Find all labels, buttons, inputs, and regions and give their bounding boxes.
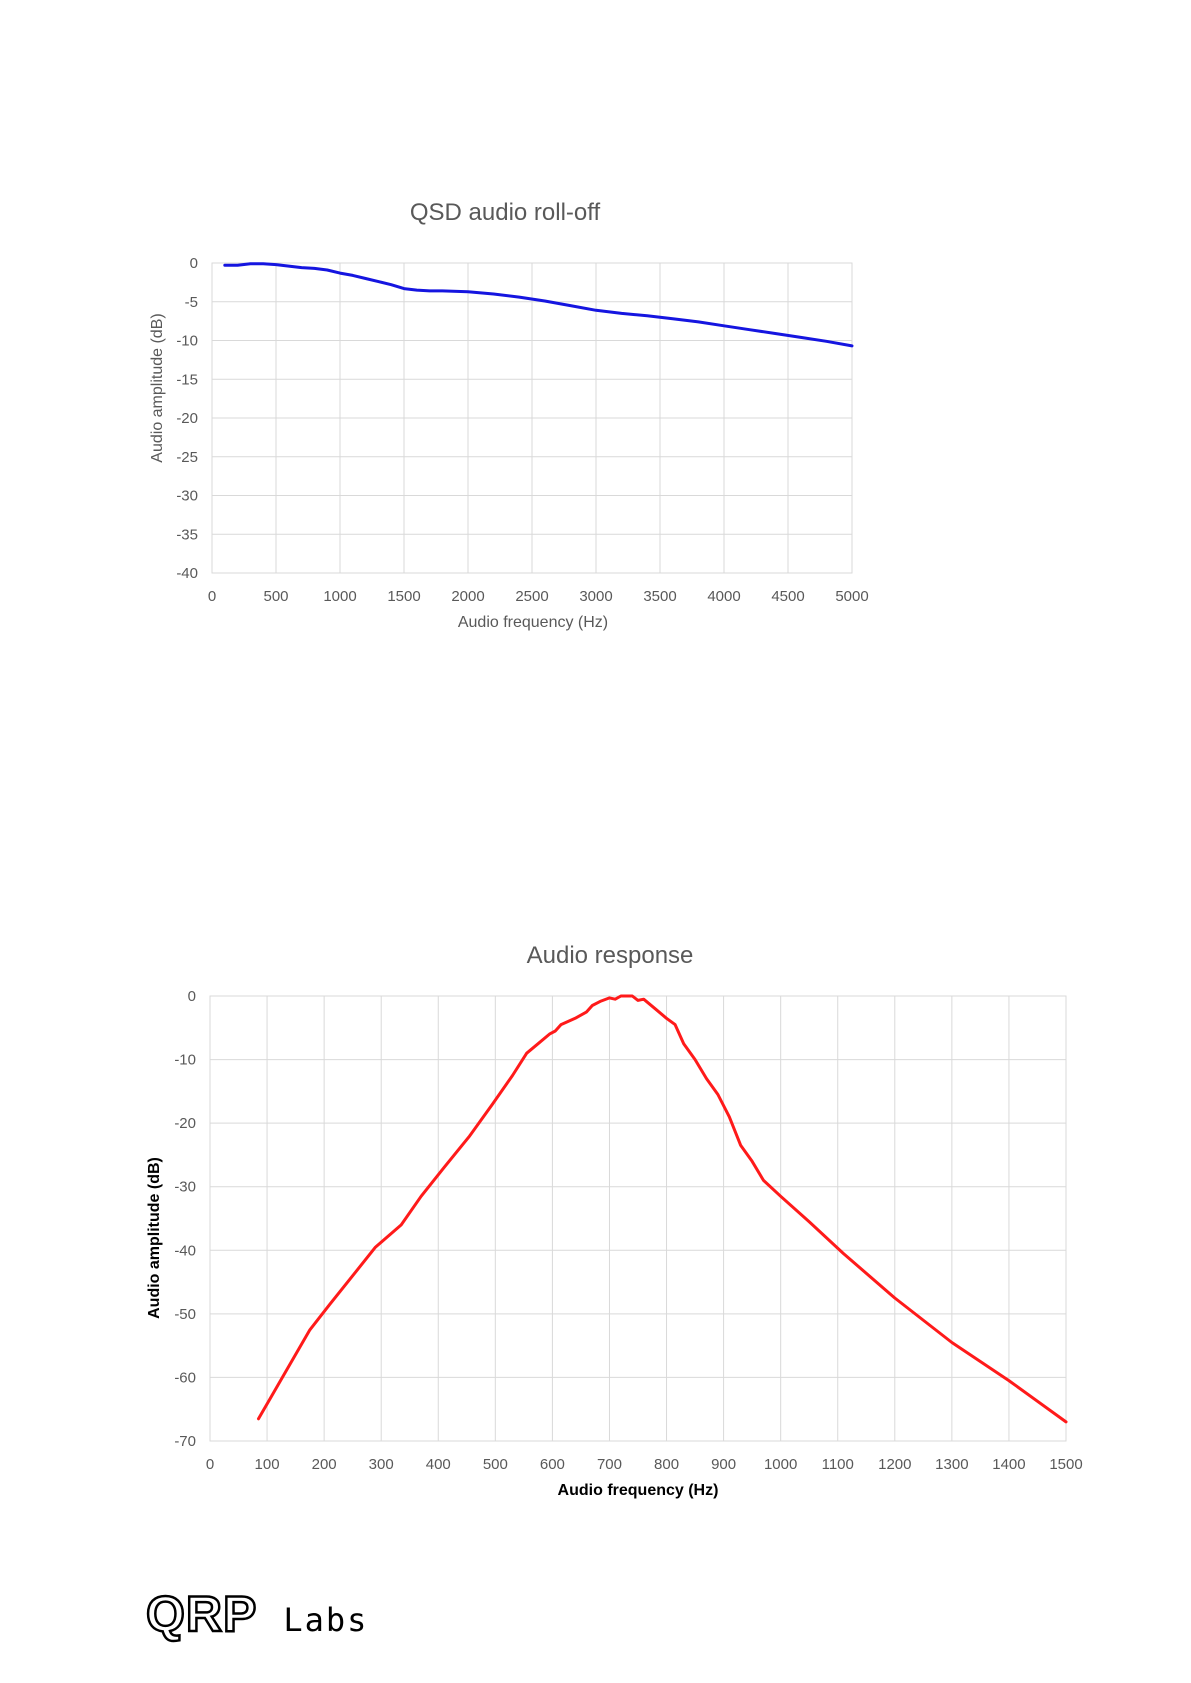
x-tick-label: 4500 [771,588,804,605]
y-tick-label: 0 [188,988,196,1005]
chart-qsd-audio-roll-off: QSD audio roll-off Audio frequency (Hz) … [149,199,869,631]
y-tick-label: -40 [176,565,198,582]
plot-area-frame [211,262,853,574]
x-tick-label: 400 [426,1456,451,1473]
x-tick-label: 1400 [992,1456,1025,1473]
y-tick-label: -20 [174,1115,196,1132]
gridlines [209,995,1067,1442]
tick-labels: 0 500 1000 1500 2000 2500 3000 3500 4000 4500 5000… [176,255,868,605]
x-tick-label: 1500 [1049,1456,1082,1473]
y-axis-label: Audio amplitude (dB) [149,313,166,462]
x-tick-label: 3500 [643,588,676,605]
x-tick-label: 200 [312,1456,337,1473]
x-tick-label: 2000 [451,588,484,605]
plot-area-frame [209,995,1067,1442]
logo-qrp-text: QRP [145,1586,258,1642]
x-axis-label: Audio frequency (Hz) [558,1482,719,1499]
x-tick-label: 500 [483,1456,508,1473]
qrp-labs-logo: QRP Labs [145,1586,369,1642]
y-tick-label: -60 [174,1369,196,1386]
y-tick-label: -15 [176,371,198,388]
chart-audio-response: Audio response Audio frequency (Hz) Audi… [146,942,1083,1499]
x-tick-label: 3000 [579,588,612,605]
chart-title: Audio response [527,942,694,969]
y-tick-label: -10 [174,1052,196,1069]
x-tick-label: 1200 [878,1456,911,1473]
x-tick-label: 0 [206,1456,214,1473]
y-tick-label: -40 [174,1242,196,1259]
x-tick-label: 900 [711,1456,736,1473]
x-tick-label: 600 [540,1456,565,1473]
series-line-0 [223,262,854,348]
tick-labels: 0 100 200 300 400 500 600 700 800 900 1000 1100 1200… [174,988,1082,1473]
x-tick-label: 700 [597,1456,622,1473]
x-axis-label: Audio frequency (Hz) [458,614,608,631]
y-tick-label: -30 [176,488,198,505]
x-tick-label: 100 [255,1456,280,1473]
y-tick-label: -10 [176,333,198,350]
x-tick-label: 1300 [935,1456,968,1473]
x-tick-label: 1100 [822,1456,854,1473]
logo-labs-text: Labs [283,1601,369,1639]
x-tick-label: 0 [208,588,216,605]
x-tick-label: 800 [654,1456,679,1473]
x-tick-label: 1500 [387,588,420,605]
x-tick-label: 5000 [835,588,868,605]
y-axis-label: Audio amplitude (dB) [146,1157,163,1319]
chart-title: QSD audio roll-off [410,199,601,226]
y-tick-label: -30 [174,1179,196,1196]
series-line-0 [257,994,1068,1424]
gridlines [211,262,853,574]
x-tick-label: 4000 [707,588,740,605]
y-tick-label: -20 [176,410,198,427]
x-tick-label: 1000 [764,1456,797,1473]
y-tick-label: -35 [176,526,198,543]
series-lines [257,994,1068,1424]
y-tick-label: -70 [174,1433,196,1450]
y-tick-label: 0 [190,255,198,272]
series-lines [223,262,854,348]
x-tick-label: 1000 [323,588,356,605]
x-tick-label: 2500 [515,588,548,605]
x-tick-label: 300 [369,1456,394,1473]
y-tick-label: -50 [174,1306,196,1323]
x-tick-label: 500 [263,588,288,605]
y-tick-label: -25 [176,449,198,466]
y-tick-label: -5 [185,294,198,311]
